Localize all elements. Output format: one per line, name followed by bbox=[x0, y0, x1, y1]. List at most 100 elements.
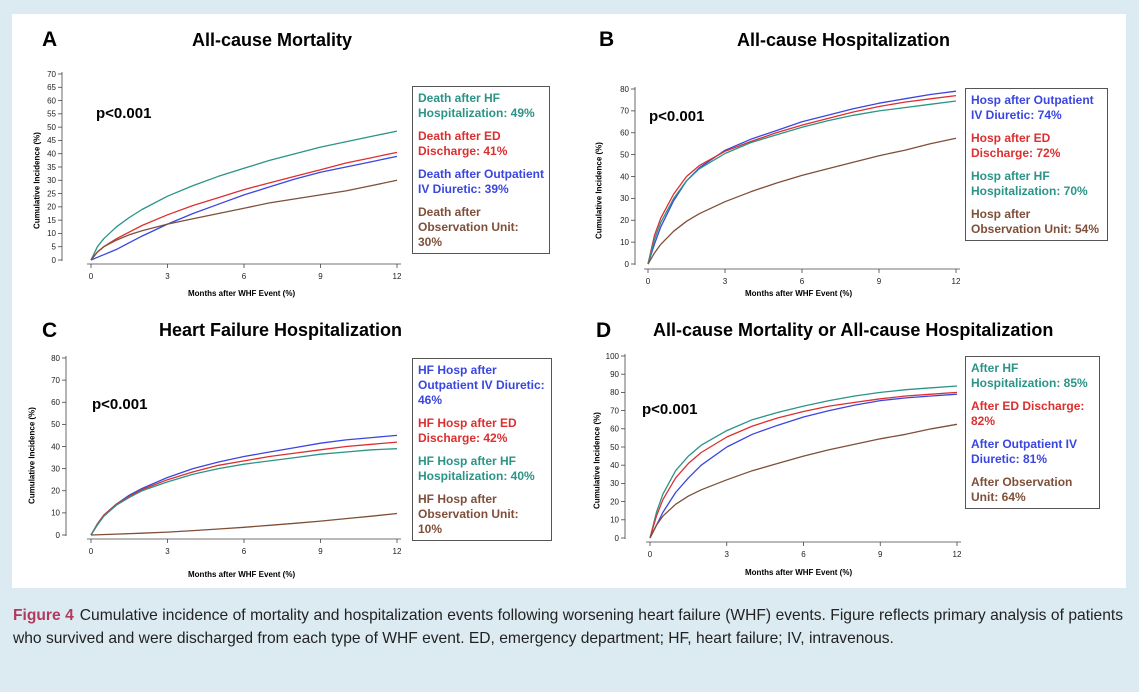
x-axis-label: Months after WHF Event (%) bbox=[188, 289, 296, 298]
y-tick-label: 60 bbox=[47, 96, 56, 105]
y-tick-label: 30 bbox=[610, 479, 619, 488]
y-tick-label: 30 bbox=[620, 194, 629, 203]
caption-text: Cumulative incidence of mortality and ho… bbox=[13, 607, 1124, 647]
series-line bbox=[649, 391, 958, 539]
y-tick-label: 70 bbox=[610, 406, 619, 415]
legend-item: Hosp after HF Hospitalization: 70% bbox=[971, 169, 1088, 198]
series-line bbox=[90, 155, 398, 261]
y-tick-label: 50 bbox=[47, 123, 56, 132]
y-axis-label: Cumulative Incidence (%) bbox=[592, 412, 602, 509]
y-tick-label: 35 bbox=[47, 163, 56, 172]
p-value: p<0.001 bbox=[92, 396, 148, 413]
series-line bbox=[647, 94, 957, 265]
y-tick-label: 80 bbox=[610, 388, 619, 397]
x-tick-label: 12 bbox=[953, 550, 962, 559]
y-tick-label: 45 bbox=[47, 136, 56, 145]
legend-item: Hosp after ED Discharge: 72% bbox=[971, 131, 1061, 160]
legend-item: Hosp after Outpatient IV Diuretic: 74% bbox=[971, 93, 1094, 122]
series-line bbox=[90, 130, 398, 261]
panel-d: D All-cause Mortality or All-cause Hospi… bbox=[569, 306, 1117, 588]
chart-d: 0 10 20 30 40 50 60 70 80 90 100 0 3 6 9 12 bbox=[606, 352, 962, 559]
y-tick-label: 20 bbox=[620, 216, 629, 225]
y-tick-label: 20 bbox=[47, 203, 56, 212]
y-tick-label: 25 bbox=[47, 189, 56, 198]
y-tick-label: 80 bbox=[620, 85, 629, 94]
y-tick-label: 5 bbox=[52, 243, 57, 252]
figure-caption: Figure 4 Cumulative incidence of mortalit… bbox=[13, 604, 1123, 650]
legend: Death after HF Hospitalization: 49% Deat… bbox=[412, 86, 550, 254]
y-tick-label: 0 bbox=[52, 256, 57, 265]
legend-item: HF Hosp after Outpatient IV Diuretic: 46… bbox=[418, 363, 545, 407]
y-tick-label: 10 bbox=[610, 516, 619, 525]
series-line bbox=[90, 179, 398, 261]
legend-item: After Outpatient IV Diuretic: 81% bbox=[971, 437, 1078, 466]
series-line bbox=[647, 90, 957, 265]
x-axis-label: Months after WHF Event (%) bbox=[745, 289, 853, 298]
chart-b: 0 10 20 30 40 50 60 70 80 0 3 6 9 12 bbox=[620, 85, 961, 286]
y-tick-label: 60 bbox=[51, 398, 60, 407]
panel-b: B All-cause Hospitalization 0 10 20 30 40 50 6… bbox=[569, 14, 1117, 298]
legend-item: Death after ED Discharge: 41% bbox=[418, 129, 508, 158]
series-line bbox=[647, 137, 957, 265]
panel-letter: D bbox=[596, 319, 612, 342]
y-tick-label: 70 bbox=[620, 107, 629, 116]
x-axis-label: Months after WHF Event (%) bbox=[188, 570, 296, 579]
y-tick-label: 30 bbox=[51, 464, 60, 473]
legend-item: After HF Hospitalization: 85% bbox=[971, 361, 1088, 390]
y-tick-label: 30 bbox=[47, 176, 56, 185]
x-tick-label: 6 bbox=[242, 272, 247, 281]
legend-item: Death after Observation Unit: 30% bbox=[418, 205, 519, 249]
y-tick-label: 0 bbox=[625, 260, 630, 269]
panel-title: All-cause Mortality or All-cause Hospita… bbox=[653, 320, 1054, 340]
y-tick-label: 10 bbox=[620, 238, 629, 247]
y-tick-label: 0 bbox=[615, 534, 620, 543]
y-tick-label: 80 bbox=[51, 354, 60, 363]
p-value: p<0.001 bbox=[642, 401, 698, 418]
y-tick-label: 70 bbox=[47, 70, 56, 79]
y-tick-label: 70 bbox=[51, 376, 60, 385]
y-tick-label: 40 bbox=[620, 172, 629, 181]
x-tick-label: 6 bbox=[242, 547, 247, 556]
x-tick-label: 9 bbox=[318, 272, 323, 281]
y-axis-label: Cumulative Incidence (%) bbox=[594, 142, 604, 239]
series-line bbox=[647, 100, 957, 265]
y-axis-label: Cumulative Incidence (%) bbox=[32, 132, 42, 229]
legend-item: Death after HF Hospitalization: 49% bbox=[418, 91, 535, 120]
p-value: p<0.001 bbox=[96, 105, 152, 122]
series-line bbox=[649, 423, 958, 539]
series-line bbox=[90, 512, 398, 536]
x-tick-label: 3 bbox=[165, 547, 170, 556]
x-tick-label: 12 bbox=[393, 547, 402, 556]
x-tick-label: 0 bbox=[646, 277, 651, 286]
x-axis-label: Months after WHF Event (%) bbox=[745, 568, 853, 577]
figure-panel: A All-cause Mortality 0 5 10 15 20 25 30 35 40 45… bbox=[12, 14, 1126, 588]
y-tick-label: 50 bbox=[51, 420, 60, 429]
legend: HF Hosp after Outpatient IV Diuretic: 46… bbox=[412, 358, 552, 541]
panel-letter: B bbox=[599, 28, 615, 51]
series-line bbox=[649, 385, 958, 539]
x-tick-label: 3 bbox=[723, 277, 728, 286]
y-tick-label: 20 bbox=[610, 497, 619, 506]
panel-letter: A bbox=[42, 28, 58, 51]
y-tick-label: 15 bbox=[47, 216, 56, 225]
y-tick-label: 10 bbox=[47, 229, 56, 238]
x-tick-label: 6 bbox=[801, 550, 806, 559]
legend: Hosp after Outpatient IV Diuretic: 74% H… bbox=[965, 88, 1108, 241]
y-tick-label: 10 bbox=[51, 509, 60, 518]
panel-title: Heart Failure Hospitalization bbox=[159, 320, 403, 340]
legend-item: HF Hosp after HF Hospitalization: 40% bbox=[418, 454, 535, 483]
y-tick-label: 65 bbox=[47, 83, 56, 92]
y-tick-label: 40 bbox=[610, 461, 619, 470]
chart-a: 0 5 10 15 20 25 30 35 40 45 50 55 60 65 70 0 3 6 9 12 bbox=[47, 70, 402, 281]
chart-c: 0 10 20 30 40 50 60 70 80 0 3 6 9 12 bbox=[51, 354, 402, 556]
legend-item: After ED Discharge: 82% bbox=[971, 399, 1085, 428]
x-tick-label: 12 bbox=[952, 277, 961, 286]
panel-title: All-cause Mortality bbox=[192, 30, 353, 50]
legend-item: HF Hosp after Observation Unit: 10% bbox=[418, 492, 519, 536]
panel-a: A All-cause Mortality 0 5 10 15 20 25 30 35 40 45… bbox=[12, 14, 560, 298]
series-line bbox=[649, 393, 958, 539]
x-tick-label: 9 bbox=[318, 547, 323, 556]
y-tick-label: 60 bbox=[620, 129, 629, 138]
y-tick-label: 40 bbox=[47, 150, 56, 159]
x-tick-label: 3 bbox=[725, 550, 730, 559]
